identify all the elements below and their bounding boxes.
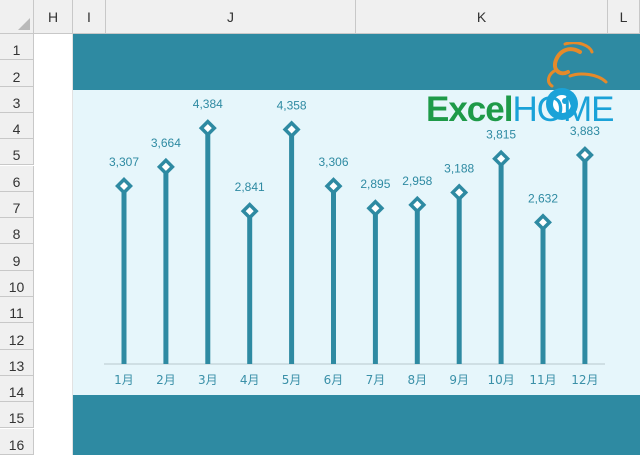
data-label: 3,307 xyxy=(109,155,139,169)
row-header-6[interactable]: 6 xyxy=(0,165,34,192)
data-label: 4,384 xyxy=(193,97,223,111)
bird-logo-icon xyxy=(546,41,608,120)
row-header-5[interactable]: 5 xyxy=(0,139,34,166)
row-header-16[interactable]: 16 xyxy=(0,428,34,455)
logo-part-home: HOME xyxy=(512,90,614,129)
data-point-marker xyxy=(324,177,343,196)
logo-wordmark: ExcelHOME xyxy=(426,90,614,130)
data-point-marker xyxy=(115,177,133,196)
data-point-marker xyxy=(282,120,301,139)
data-point-marker xyxy=(534,213,552,232)
x-tick-label: 1月 xyxy=(114,373,134,387)
data-label: 3,306 xyxy=(318,155,348,169)
data-label: 2,958 xyxy=(402,174,432,188)
x-tick-label: 2月 xyxy=(156,373,176,387)
x-tick-label: 3月 xyxy=(198,373,218,387)
data-point-marker xyxy=(575,146,594,165)
row-header-13[interactable]: 13 xyxy=(0,349,34,376)
row-header-15[interactable]: 15 xyxy=(0,402,34,429)
row-header-9[interactable]: 9 xyxy=(0,244,34,271)
x-tick-label: 10月 xyxy=(487,373,514,387)
top-color-band xyxy=(73,34,640,90)
x-tick-label: 9月 xyxy=(449,373,469,387)
data-point-marker xyxy=(240,202,259,221)
x-tick-label: 5月 xyxy=(282,373,302,387)
select-all-corner[interactable] xyxy=(0,0,34,34)
x-tick-label: 8月 xyxy=(407,373,427,387)
row-header-1[interactable]: 1 xyxy=(0,34,34,61)
select-all-triangle-icon xyxy=(18,18,30,30)
bottom-color-band xyxy=(73,395,640,455)
row-header-12[interactable]: 12 xyxy=(0,323,34,350)
x-tick-label: 7月 xyxy=(366,373,386,387)
excelhome-logo: ExcelHOME xyxy=(420,41,640,138)
data-point-marker xyxy=(156,157,175,176)
data-point-marker xyxy=(366,199,385,218)
logo-part-excel: Excel xyxy=(426,90,513,129)
data-point-marker xyxy=(492,149,511,168)
x-tick-label: 11月 xyxy=(529,373,556,387)
column-header-j[interactable]: J xyxy=(106,0,356,34)
column-header-h[interactable]: H xyxy=(34,0,73,34)
data-label: 3,815 xyxy=(486,128,516,142)
x-tick-label: 4月 xyxy=(240,373,260,387)
data-point-marker xyxy=(198,119,217,138)
x-tick-label: 12月 xyxy=(571,373,598,387)
row-header-14[interactable]: 14 xyxy=(0,375,34,403)
data-label: 3,883 xyxy=(570,124,600,138)
row-header-8[interactable]: 8 xyxy=(0,218,34,245)
data-label: 2,895 xyxy=(360,177,390,191)
data-label: 3,188 xyxy=(444,161,474,175)
data-label: 3,664 xyxy=(151,136,181,150)
row-header-3[interactable]: 3 xyxy=(0,86,34,113)
data-label: 4,358 xyxy=(277,98,307,112)
data-point-marker xyxy=(408,195,427,214)
column-header-i[interactable]: I xyxy=(73,0,106,34)
column-header-k[interactable]: K xyxy=(356,0,608,34)
data-point-marker xyxy=(450,183,469,202)
x-tick-label: 6月 xyxy=(324,373,344,387)
row-header-4[interactable]: 4 xyxy=(0,112,34,140)
row-header-7[interactable]: 7 xyxy=(0,191,34,219)
data-label: 2,841 xyxy=(235,180,265,194)
row-header-2[interactable]: 2 xyxy=(0,60,34,87)
row-header-10[interactable]: 10 xyxy=(0,270,34,297)
data-label: 2,632 xyxy=(528,191,558,205)
row-header-11[interactable]: 11 xyxy=(0,297,34,324)
column-gridline xyxy=(72,34,73,455)
